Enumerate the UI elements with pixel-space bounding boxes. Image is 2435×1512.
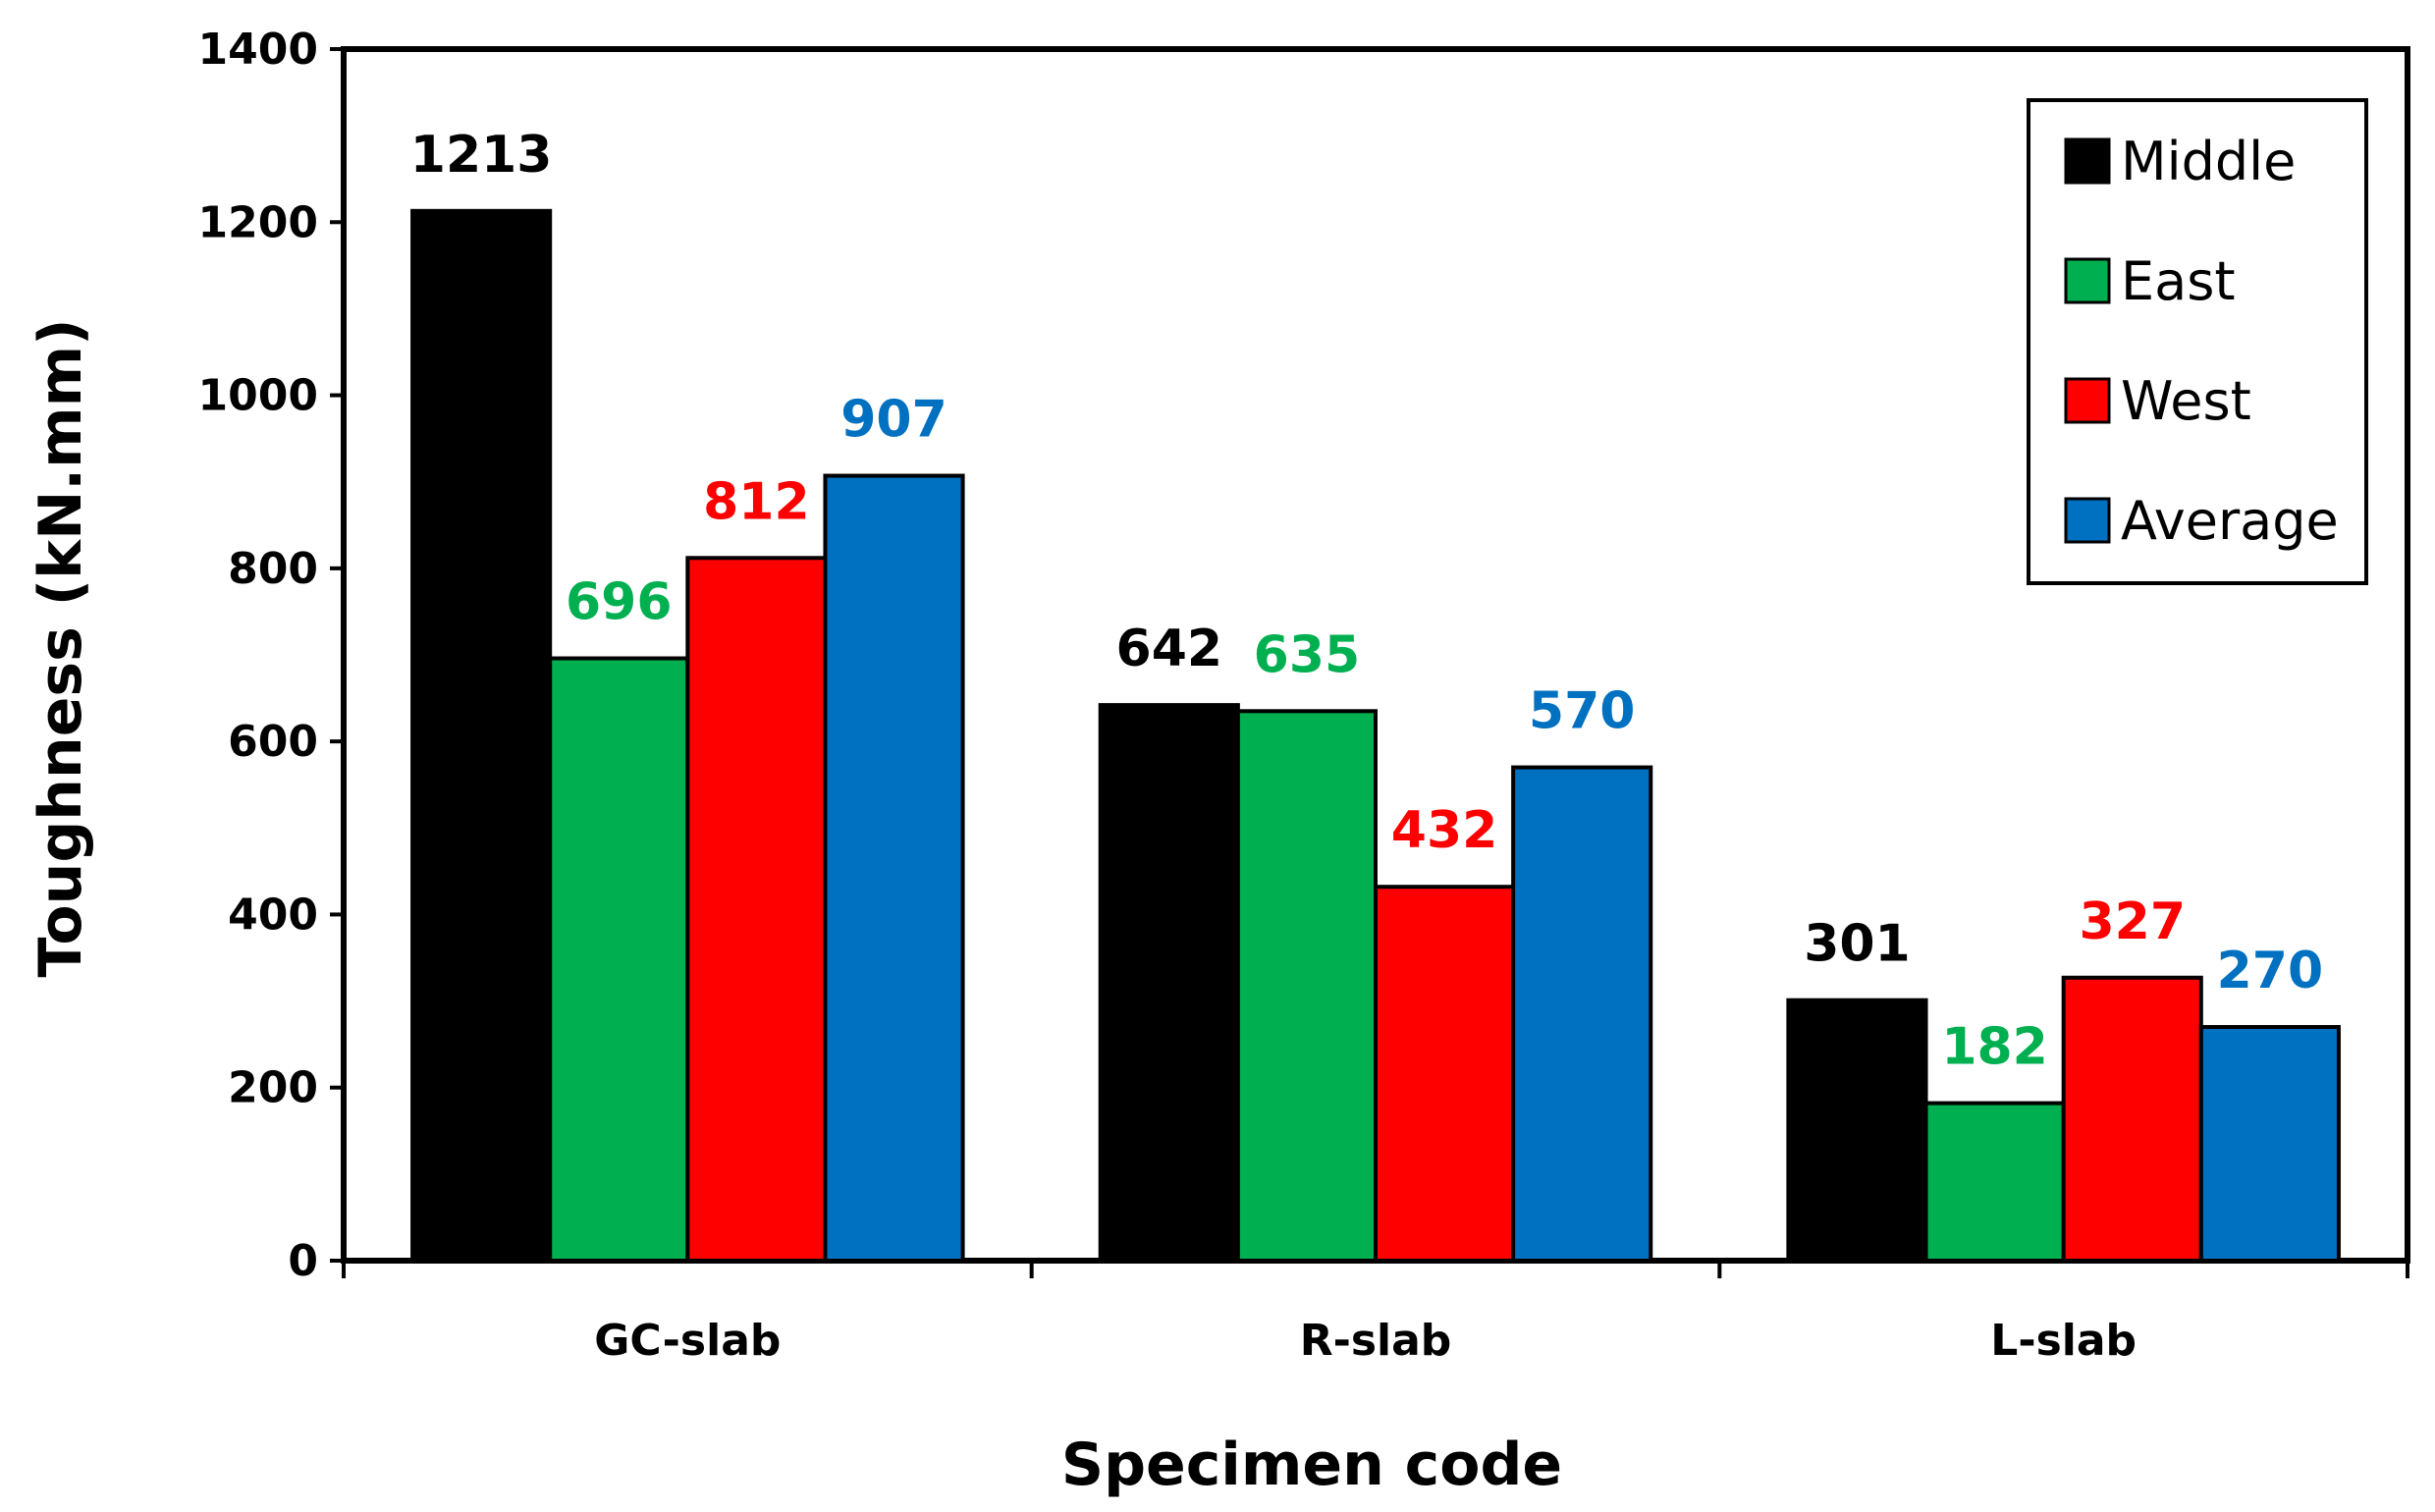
data-label-west: 327 bbox=[2079, 892, 2186, 951]
legend-label-east: East bbox=[2121, 250, 2236, 312]
data-label-east: 696 bbox=[566, 573, 673, 632]
y-tick-label: 400 bbox=[228, 890, 318, 940]
legend-swatch-average bbox=[2064, 497, 2111, 544]
data-label-east: 635 bbox=[1254, 625, 1361, 684]
y-tick-label: 0 bbox=[288, 1236, 318, 1286]
data-label-average: 270 bbox=[2217, 942, 2324, 1000]
y-tick-label: 1000 bbox=[198, 371, 318, 421]
legend-swatch-west bbox=[2064, 377, 2111, 424]
bar-series-group bbox=[410, 208, 2341, 1263]
y-tick-label: 200 bbox=[228, 1063, 318, 1113]
data-label-middle: 642 bbox=[1116, 620, 1223, 678]
y-axis: 0 200 400 600 800 1000 1200 1400 bbox=[198, 25, 344, 1286]
bar-east-r-slab bbox=[1235, 709, 1379, 1263]
bar-east-gc-slab bbox=[548, 656, 690, 1263]
data-label-middle: 301 bbox=[1804, 915, 1911, 974]
bar-average-r-slab bbox=[1511, 765, 1653, 1263]
data-label-west: 812 bbox=[703, 472, 810, 531]
x-category-label: L-slab bbox=[1990, 1316, 2137, 1366]
y-tick-label: 800 bbox=[228, 544, 318, 594]
y-axis-title: Toughness (kN.mm) bbox=[27, 318, 95, 977]
x-category-label: R-slab bbox=[1300, 1316, 1452, 1366]
bar-west-gc-slab bbox=[685, 556, 828, 1263]
legend-label-west: West bbox=[2121, 370, 2251, 432]
legend: Middle East West Average bbox=[2027, 98, 2368, 585]
legend-swatch-middle bbox=[2064, 137, 2111, 185]
data-label-average: 570 bbox=[1529, 682, 1636, 741]
x-category-label: GC-slab bbox=[594, 1316, 781, 1366]
bar-average-gc-slab bbox=[823, 473, 965, 1263]
bar-east-l-slab bbox=[1923, 1101, 2066, 1263]
legend-swatch-east bbox=[2064, 257, 2111, 304]
bar-west-r-slab bbox=[1374, 885, 1516, 1263]
data-label-average: 907 bbox=[840, 391, 947, 450]
y-tick-label: 1400 bbox=[198, 25, 318, 75]
legend-label-average: Average bbox=[2121, 490, 2339, 552]
data-label-east: 182 bbox=[1941, 1018, 2048, 1077]
y-tick-label: 1200 bbox=[198, 197, 318, 247]
bar-middle-gc-slab bbox=[410, 208, 553, 1263]
bar-west-l-slab bbox=[2061, 975, 2203, 1263]
legend-label-middle: Middle bbox=[2121, 131, 2296, 192]
bar-middle-r-slab bbox=[1098, 703, 1240, 1263]
y-tick-label: 600 bbox=[228, 717, 318, 767]
data-label-west: 432 bbox=[1391, 801, 1498, 860]
x-axis-title: Specimen code bbox=[1061, 1431, 1562, 1499]
bar-average-l-slab bbox=[2198, 1025, 2341, 1263]
bar-middle-l-slab bbox=[1786, 998, 1928, 1263]
data-labels-group: 1213 642 301 696 635 182 812 432 327 907 570 270 bbox=[410, 126, 2323, 1077]
x-axis: GC-slab R-slab L-slab bbox=[342, 1261, 2409, 1366]
data-label-middle: 1213 bbox=[410, 126, 553, 185]
